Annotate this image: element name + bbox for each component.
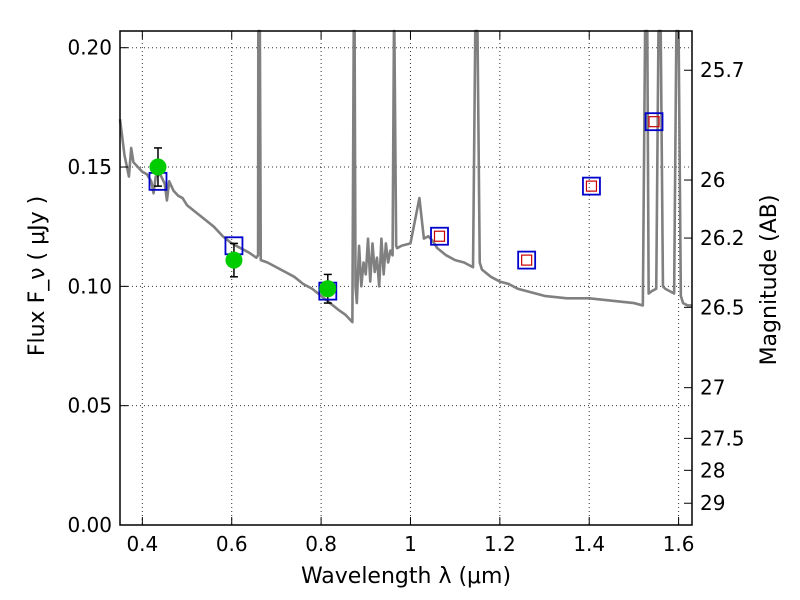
y2-tick-label-7: 29 bbox=[700, 491, 725, 515]
series-layer bbox=[118, 29, 692, 324]
y2-tick-label-0: 25.7 bbox=[700, 58, 745, 82]
model-spectrum-line bbox=[118, 29, 692, 324]
model-flux-square-4 bbox=[517, 250, 537, 270]
prediction-square-2 bbox=[585, 180, 598, 192]
axes-layer bbox=[119, 30, 693, 526]
x-tick-label-1: 0.6 bbox=[216, 532, 248, 556]
y-tick-label-4: 0.20 bbox=[67, 36, 112, 60]
y2-axis-label: Magnitude (AB) bbox=[757, 195, 782, 366]
ticks-layer: 0.4 0.6 0.8 1 1.2 1.4 1.6 0.00 0.05 0.10 0.15 0.20 2… bbox=[67, 31, 745, 556]
y2-tick-label-2: 26.2 bbox=[700, 226, 745, 250]
plot-frame bbox=[119, 30, 693, 526]
observed-point-0 bbox=[149, 158, 167, 176]
y-tick-label-2: 0.10 bbox=[67, 274, 112, 298]
y-tick-label-1: 0.05 bbox=[67, 394, 112, 418]
x-tick-label-6: 1.6 bbox=[663, 532, 695, 556]
model-flux-square-5 bbox=[582, 176, 601, 196]
model-flux-square-6 bbox=[644, 112, 664, 132]
x-tick-label-5: 1.4 bbox=[573, 532, 605, 556]
prediction-square-0 bbox=[433, 230, 446, 242]
x-axis-label: Wavelength λ (μm) bbox=[301, 564, 511, 589]
y-tick-label-3: 0.15 bbox=[67, 155, 112, 179]
model-flux-square-3 bbox=[430, 226, 449, 246]
x-tick-label-2: 0.8 bbox=[305, 532, 337, 556]
grid-layer bbox=[120, 31, 692, 525]
y2-tick-label-4: 27 bbox=[700, 376, 725, 400]
y-axis-label: Flux F_ν ( μJy ) bbox=[25, 196, 50, 356]
x-tick-label-0: 0.4 bbox=[126, 532, 158, 556]
y2-tick-label-3: 26.5 bbox=[700, 295, 745, 319]
prediction-square-1 bbox=[521, 254, 533, 266]
y2-tick-label-1: 26 bbox=[700, 168, 725, 192]
x-tick-label-4: 1.2 bbox=[484, 532, 516, 556]
observed-point-1 bbox=[225, 251, 243, 269]
y2-tick-label-6: 28 bbox=[700, 458, 725, 482]
y-tick-label-0: 0.00 bbox=[67, 513, 112, 537]
y2-tick-label-5: 27.5 bbox=[700, 426, 745, 450]
observed-point-2 bbox=[319, 280, 337, 298]
prediction-square-3 bbox=[648, 116, 660, 128]
x-tick-label-3: 1 bbox=[404, 532, 417, 556]
